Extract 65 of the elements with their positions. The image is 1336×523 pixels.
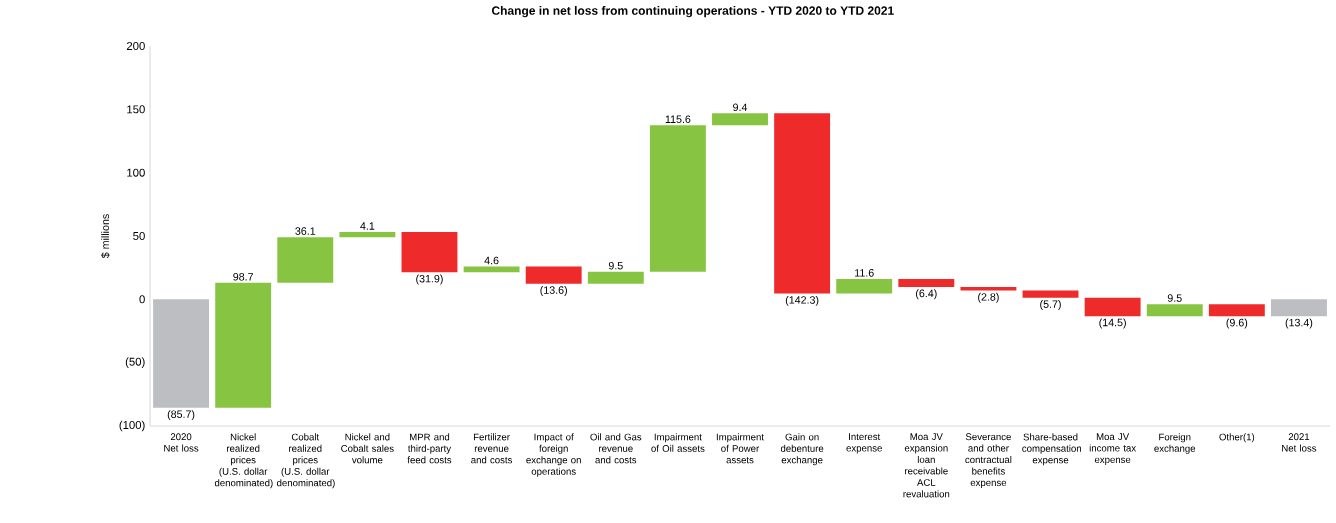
bar (587, 271, 644, 284)
data-label: 4.6 (484, 256, 499, 265)
x-tick-label: 2020 Net loss (164, 433, 199, 452)
x-tick-label: Oil and Gas revenue and costs (590, 433, 642, 464)
bar (525, 266, 582, 284)
y-tick-label: 50 (133, 231, 145, 240)
bar (1146, 304, 1203, 317)
data-label: 115.6 (665, 115, 691, 124)
y-tick-label: (100) (119, 420, 145, 432)
bar (649, 125, 706, 272)
x-tick-label: Nickel realized prices (U.S. dollar denominated) (214, 433, 273, 489)
chart-title: Change in net loss from continuing operations - YTD 2020 to YTD 2021 (491, 6, 894, 18)
bar (712, 113, 768, 126)
data-label: 11.6 (855, 269, 874, 277)
data-label: 9.5 (1167, 294, 1182, 302)
y-tick-label: 150 (127, 105, 145, 114)
bar (1022, 290, 1079, 298)
data-label: (2.8) (978, 292, 999, 303)
x-tick-label: Moa JV expansion loan receivable ACL revaluation (903, 433, 950, 498)
data-label: 4.1 (360, 222, 375, 230)
bar (898, 278, 955, 288)
x-tick-label: Severance and other contractual benefits expense (965, 433, 1012, 488)
bar (1208, 304, 1265, 317)
bar (960, 287, 1017, 291)
data-label: (5.7) (1040, 300, 1061, 311)
y-axis-title: $ millions (101, 214, 110, 259)
bar (277, 237, 334, 283)
data-label: (13.4) (1285, 318, 1313, 329)
x-tick-label: Fertilizer revenue and costs (471, 433, 513, 464)
data-label: (14.5) (1099, 318, 1126, 329)
x-tick-label: Impairment of Oil assets (651, 433, 705, 452)
x-tick-label: Foreign exchange (1154, 433, 1196, 454)
bar (836, 278, 893, 294)
bar (215, 282, 272, 408)
data-label: 36.1 (295, 227, 316, 235)
x-tick-label: Gain on debenture exchange (780, 433, 824, 466)
bar (1271, 299, 1327, 317)
data-label: (85.7) (167, 410, 195, 421)
bar (1084, 297, 1141, 317)
data-label: (142.3) (785, 295, 819, 306)
data-label: (9.6) (1226, 318, 1248, 329)
x-tick-label: Moa JV income tax expense (1089, 433, 1136, 465)
data-label: 98.7 (233, 273, 254, 281)
data-label: 9.5 (608, 261, 623, 270)
data-label: (31.9) (416, 274, 443, 285)
y-tick-label: 100 (127, 168, 145, 177)
x-tick-label: Interest expense (846, 433, 882, 454)
bar (774, 113, 831, 294)
x-tick-label: MPR and third-party feed costs (407, 433, 452, 464)
bar (401, 231, 458, 273)
y-tick-label: (50) (125, 357, 145, 368)
x-tick-label: Nickel and Cobalt sales volume (341, 433, 394, 464)
y-tick-label: 200 (126, 41, 145, 50)
x-tick-label: 2021 Net loss (1282, 433, 1317, 452)
x-tick-label: Share-based compensation expense (1022, 433, 1081, 466)
data-label: (13.6) (540, 286, 567, 296)
x-tick-label: Cobalt realized prices (U.S. dollar denominated) (277, 433, 335, 489)
data-label: 9.4 (733, 103, 748, 112)
x-tick-label: Impact of foreign exchange on operations (526, 433, 581, 477)
bar (339, 231, 396, 238)
data-label: (6.4) (916, 289, 937, 300)
x-tick-label: Impairment of Power assets (716, 433, 764, 464)
y-tick-label: 0 (139, 295, 145, 304)
bar (153, 299, 210, 408)
x-tick-label: Other(1) (1219, 433, 1255, 443)
